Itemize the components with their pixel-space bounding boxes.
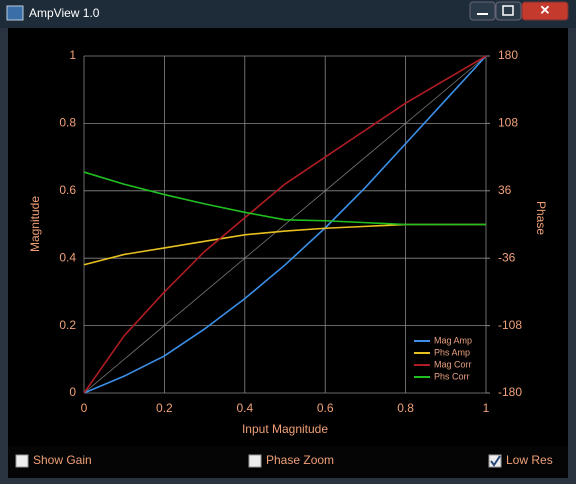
- app-icon: [6, 5, 24, 21]
- x-tick-label: 0: [81, 401, 88, 415]
- x-tick-label: 0.4: [236, 401, 253, 415]
- y-tick-label: 1: [69, 48, 76, 62]
- y-axis-label: Magnitude: [28, 196, 42, 252]
- checkbox-check: [490, 455, 501, 467]
- y2-tick-label: -180: [498, 385, 522, 399]
- y-tick-label: 0.4: [59, 250, 76, 264]
- legend-label: Mag Amp: [434, 335, 472, 345]
- reference-diagonal: [83, 55, 487, 394]
- minimize-button[interactable]: [469, 1, 496, 21]
- checkbox[interactable]: [15, 454, 29, 468]
- legend-label: Phs Corr: [434, 371, 470, 381]
- x-tick-label: 0.8: [397, 401, 414, 415]
- chart-area: [8, 28, 568, 446]
- y2-tick-label: -36: [498, 250, 516, 264]
- y-tick-label: 0: [69, 385, 76, 399]
- series-line: [83, 55, 487, 394]
- checkbox[interactable]: [248, 454, 262, 468]
- maximize-button[interactable]: [495, 1, 522, 21]
- series-line: [83, 171, 486, 226]
- y-tick-label: 0.2: [59, 318, 76, 332]
- legend-label: Mag Corr: [434, 359, 472, 369]
- series-line: [83, 55, 487, 394]
- y2-tick-label: 108: [498, 116, 518, 130]
- y2-tick-label: -108: [498, 318, 522, 332]
- y2-axis-label: Phase: [534, 201, 548, 235]
- x-tick-label: 1: [483, 401, 490, 415]
- checkbox-label[interactable]: Phase Zoom: [266, 453, 334, 467]
- y2-tick-label: 180: [498, 48, 518, 62]
- checkbox-label[interactable]: Show Gain: [33, 453, 92, 467]
- y-tick-label: 0.8: [59, 116, 76, 130]
- checkbox-label[interactable]: Low Res: [506, 453, 553, 467]
- x-axis-label: Input Magnitude: [242, 422, 328, 436]
- y-tick-label: 0.6: [59, 183, 76, 197]
- maximize-icon: [502, 5, 514, 16]
- x-tick-label: 0.2: [156, 401, 173, 415]
- y2-tick-label: 36: [498, 183, 512, 197]
- close-icon: ✕: [540, 2, 551, 17]
- close-button[interactable]: [521, 1, 569, 21]
- controls-panel: [8, 446, 568, 478]
- x-tick-label: 0.6: [317, 401, 334, 415]
- legend-label: Phs Amp: [434, 347, 470, 357]
- window-title: AmpView 1.0: [29, 6, 100, 20]
